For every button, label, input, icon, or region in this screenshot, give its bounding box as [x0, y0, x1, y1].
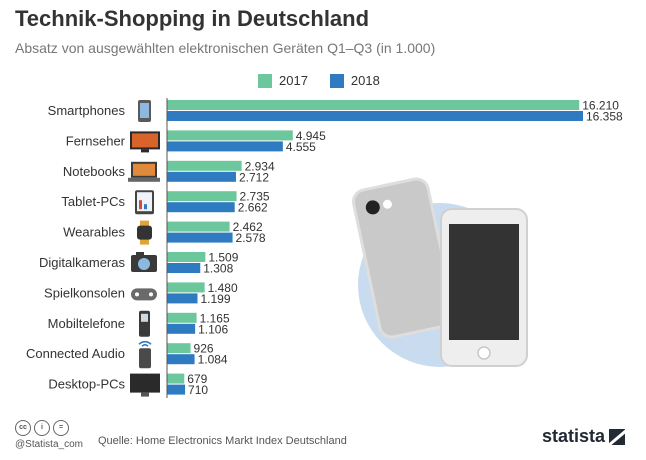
category-notebooks-notebook-icon-screen [133, 163, 155, 176]
value-label-notebooks-2017: 2.934 [245, 159, 275, 173]
category-connected-audio-speaker-icon-wave2 [141, 343, 149, 347]
legend-item-2018: 2018 [329, 73, 380, 88]
category-spielkonsolen-gamepad-icon-button [135, 292, 139, 297]
value-label-mobiltelefone-2018: 1.106 [198, 322, 228, 336]
chart-subtitle: Absatz von ausgewählten elektronischen G… [15, 40, 436, 56]
bar-connected-audio-2017 [167, 343, 191, 354]
phone-back-icon [351, 177, 457, 339]
bar-tablet-pcs-2018 [167, 202, 235, 213]
category-smartphones-smartphone-icon-screen [140, 103, 149, 118]
value-label-notebooks-2018: 2.712 [239, 170, 269, 184]
category-notebooks-notebook-icon-base [128, 177, 160, 182]
bar-connected-audio-2018 [167, 354, 195, 365]
value-label-fernseher-2017: 4.945 [296, 129, 326, 143]
statista-handle[interactable]: @Statista_com [15, 439, 83, 450]
category-tablet-pcs-tablet-icon-bar2 [144, 204, 147, 210]
bar-fernseher-2018 [167, 141, 283, 152]
phone-front-icon [440, 208, 528, 367]
value-label-smartphones-2017: 16.210 [582, 99, 619, 113]
value-label-wearables-2017: 2.462 [233, 220, 263, 234]
legend-label-2018: 2018 [350, 73, 380, 88]
category-fernseher-tv-icon-stand [141, 149, 149, 153]
bar-smartphones-2018 [167, 111, 583, 121]
cc-license-icons: cc i = [15, 420, 83, 436]
bar-tablet-pcs-2017 [167, 191, 237, 202]
bar-spielkonsolen-2018 [167, 293, 198, 304]
value-label-spielkonsolen-2017: 1.480 [208, 281, 238, 295]
category-label-digitalkameras: Digitalkameras [39, 255, 125, 270]
category-label-tablet-pcs: Tablet-PCs [61, 194, 125, 209]
category-label-notebooks: Notebooks [63, 164, 126, 179]
category-tablet-pcs-tablet-icon-bar [139, 200, 142, 210]
bar-mobiltelefone-2018 [167, 323, 196, 334]
category-label-mobiltelefone: Mobiltelefone [48, 316, 125, 331]
bar-wearables-2017 [167, 221, 230, 232]
category-digitalkameras-camera-icon-lens [138, 258, 150, 270]
category-label-wearables: Wearables [63, 225, 125, 240]
bar-notebooks-2017 [167, 160, 242, 171]
legend-swatch-2017 [258, 73, 272, 88]
value-label-tablet-pcs-2017: 2.735 [240, 190, 270, 204]
category-desktop-pcs-monitor-icon-stand [141, 392, 149, 397]
footer-left: cc i = @Statista_com [15, 420, 83, 450]
value-label-digitalkameras-2018: 1.308 [203, 262, 233, 276]
legend: 2017 2018 [258, 73, 402, 88]
category-connected-audio-speaker-icon-wave [138, 340, 152, 345]
value-label-desktop-pcs-2018: 710 [188, 383, 208, 397]
bar-fernseher-2017 [167, 130, 293, 141]
value-label-smartphones-2018: 16.358 [586, 110, 623, 124]
chart-title: Technik-Shopping in Deutschland [15, 6, 370, 31]
bar-smartphones-2017 [167, 100, 580, 110]
category-label-desktop-pcs: Desktop-PCs [48, 377, 125, 392]
category-label-connected-audio: Connected Audio [26, 346, 125, 361]
value-label-tablet-pcs-2018: 2.662 [238, 201, 268, 215]
category-mobiltelefone-mobile-phone-icon-screen [141, 313, 148, 322]
legend-swatch-2018 [329, 73, 344, 88]
category-label-fernseher: Fernseher [66, 133, 126, 148]
category-spielkonsolen-gamepad-icon-button2 [149, 292, 153, 297]
category-desktop-pcs-monitor-icon-screen [130, 373, 160, 393]
statista-logo[interactable]: statista [542, 426, 626, 447]
bar-notebooks-2018 [167, 171, 236, 182]
bar-spielkonsolen-2017 [167, 282, 205, 293]
value-label-wearables-2018: 2.578 [236, 231, 266, 245]
brand-name: statista [542, 426, 606, 446]
value-label-spielkonsolen-2018: 1.199 [200, 292, 230, 306]
category-fernseher-tv-icon-screen [132, 133, 158, 148]
legend-item-2017: 2017 [258, 73, 308, 88]
bar-desktop-pcs-2017 [167, 373, 185, 384]
value-label-fernseher-2018: 4.555 [286, 140, 316, 154]
legend-label-2017: 2017 [279, 73, 308, 88]
category-connected-audio-speaker-icon-body [139, 348, 151, 369]
category-label-spielkonsolen: Spielkonsolen [44, 285, 125, 300]
phones-illustration [351, 177, 528, 367]
value-label-connected-audio-2018: 1.084 [198, 353, 228, 367]
bar-wearables-2018 [167, 232, 233, 243]
bar-digitalkameras-2018 [167, 263, 201, 273]
cc-icon: cc [15, 420, 31, 436]
bar-mobiltelefone-2017 [167, 312, 197, 323]
category-wearables-smartwatch-icon-face [137, 225, 152, 240]
category-label-smartphones: Smartphones [48, 103, 126, 118]
value-label-digitalkameras-2017: 1.509 [208, 251, 238, 265]
value-label-mobiltelefone-2017: 1.165 [200, 311, 230, 325]
attribution-icon: i [34, 420, 50, 436]
no-derivatives-icon: = [53, 420, 69, 436]
value-label-desktop-pcs-2017: 679 [187, 372, 207, 386]
statista-mark-icon [609, 428, 626, 445]
category-spielkonsolen-gamepad-icon-body [131, 288, 157, 301]
value-label-connected-audio-2017: 926 [194, 342, 214, 356]
bar-digitalkameras-2017 [167, 252, 206, 262]
source-note: Quelle: Home Electronics Markt Index Deu… [98, 435, 347, 447]
bar-desktop-pcs-2018 [167, 384, 186, 395]
category-digitalkameras-camera-icon-top [136, 252, 144, 256]
